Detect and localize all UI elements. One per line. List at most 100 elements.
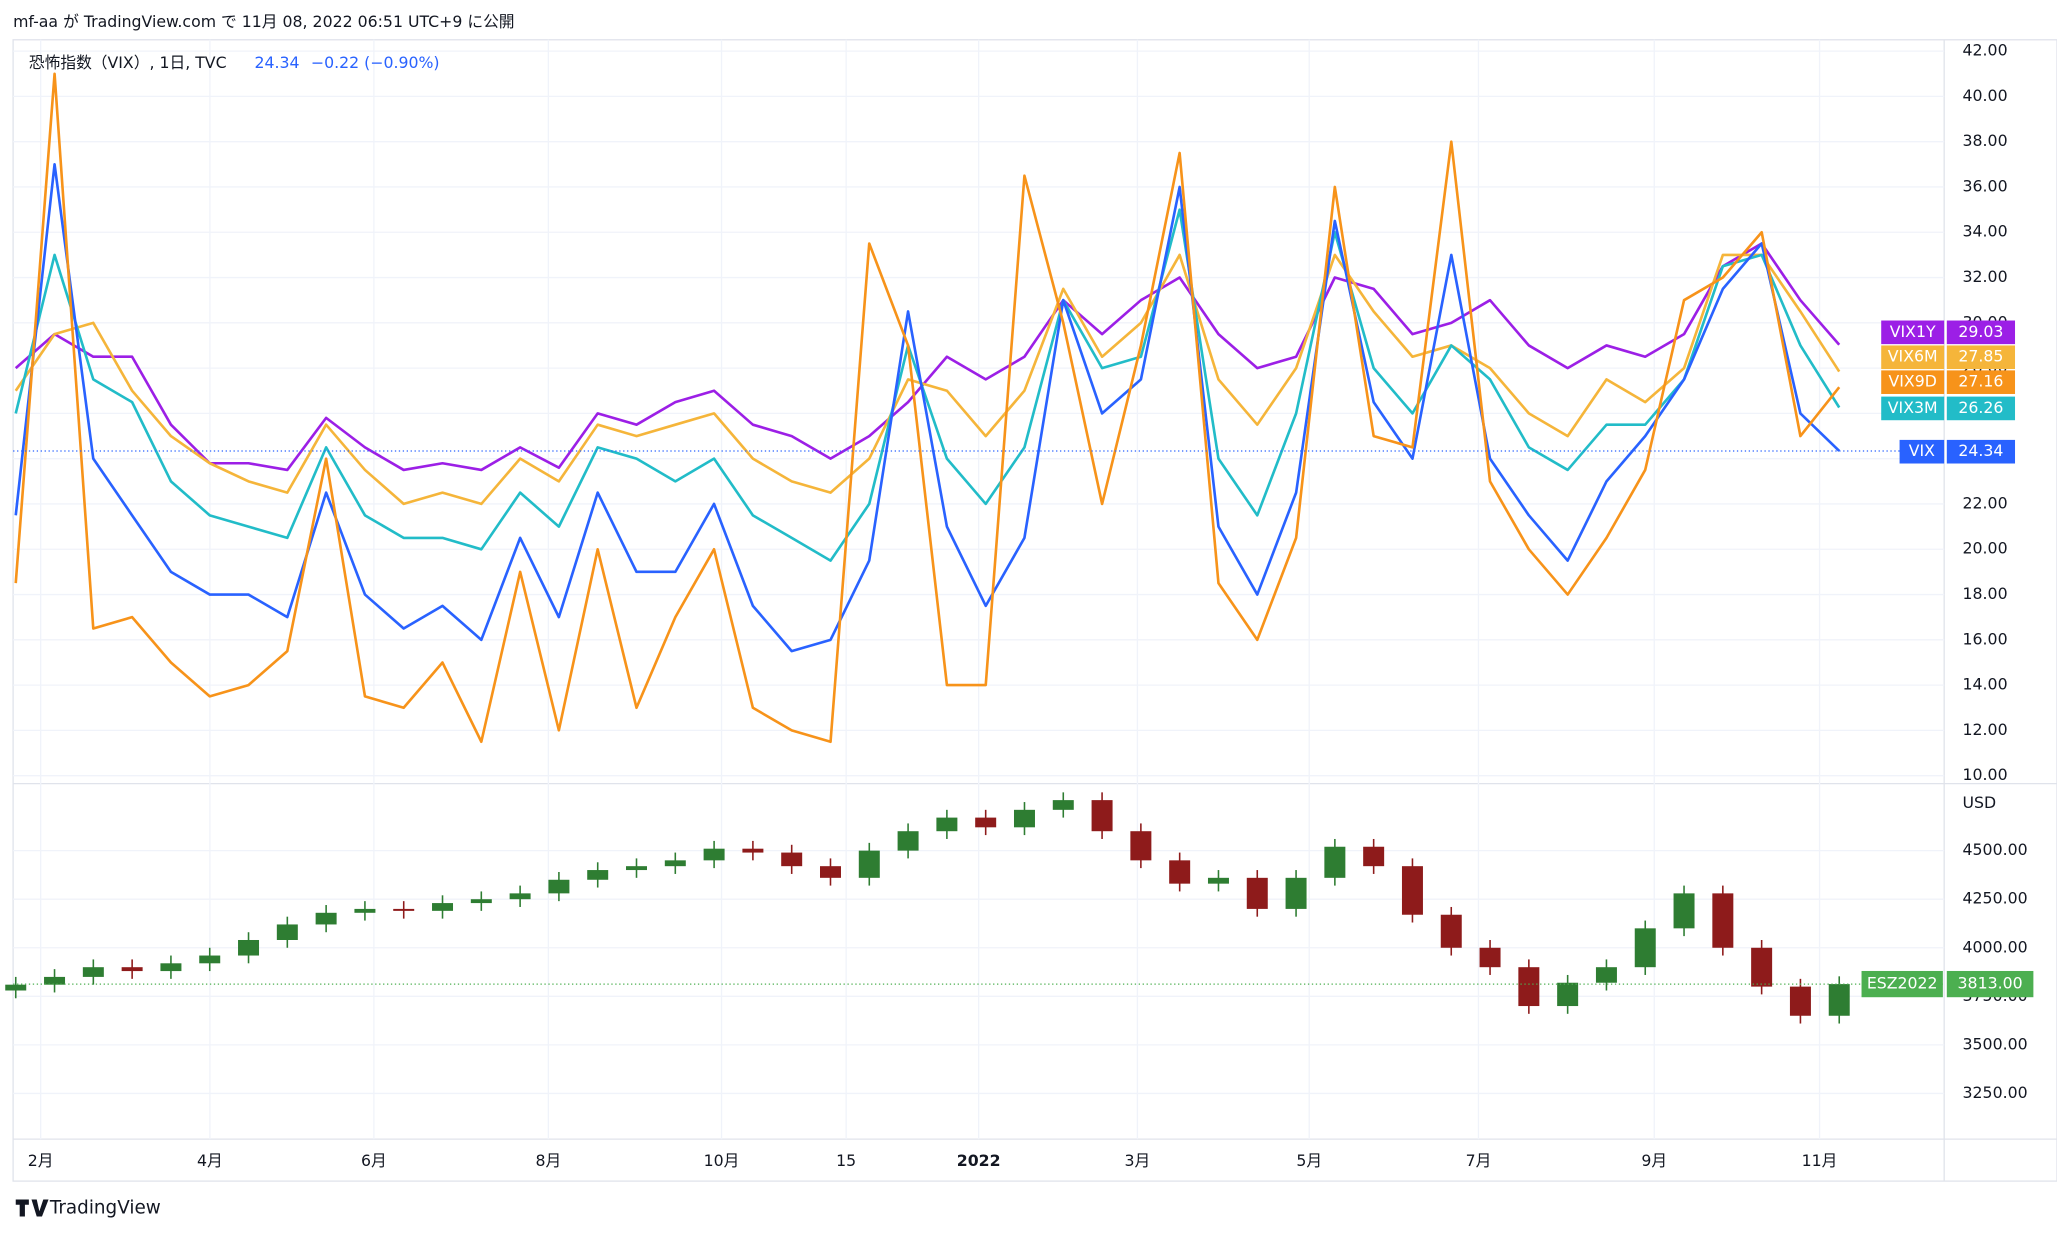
candle-body [1557, 982, 1579, 1007]
candle-body [1207, 877, 1229, 884]
candle-body [1479, 947, 1501, 968]
candle-body [1634, 928, 1656, 968]
x-tick-label: 8月 [535, 1151, 561, 1170]
candle-body [432, 903, 454, 911]
price-tag-name: ESZ2022 [1867, 974, 1938, 993]
y-tick-label: 4000.00 [1963, 937, 2028, 956]
candle-body [1246, 877, 1268, 909]
y-tick-label: 32.00 [1963, 267, 2008, 286]
price-tag-name: VIX3M [1888, 398, 1938, 417]
y-tick-label: 3500.00 [1963, 1034, 2028, 1053]
y-tick-label: 14.00 [1963, 675, 2008, 694]
candle-body [1440, 914, 1462, 948]
candle-body [393, 908, 415, 911]
candle-body [470, 899, 492, 904]
frame [12, 39, 2057, 1182]
price-tag-value: 27.16 [1958, 372, 2003, 391]
candle-body [1285, 877, 1307, 909]
x-tick-label: 15 [836, 1151, 856, 1170]
legend-symbol: 恐怖指数（VIX）, 1日, TVC [29, 53, 227, 72]
price-tag-value-bg [1946, 370, 2016, 394]
candle-body [1091, 800, 1113, 832]
candle-body [509, 893, 531, 900]
x-tick-label: 11月 [1802, 1151, 1838, 1170]
header: mf-aa が TradingView.com で 11月 08, 2022 0… [13, 12, 514, 31]
price-tag-name-bg [1881, 345, 1945, 370]
candle-body [587, 870, 609, 880]
x-tick-label: 10月 [704, 1151, 740, 1170]
candle-body [199, 955, 221, 964]
y-tick-label: 34.00 [1963, 222, 2008, 241]
price-tag-name-bg [1899, 439, 1945, 464]
x-tick-label: 4月 [197, 1151, 223, 1170]
price-tag-name: VIX [1909, 441, 1935, 460]
y-tick-label: 36.00 [1963, 176, 2008, 195]
x-tick-label: 7月 [1466, 1151, 1492, 1170]
price-tag-name-bg [1881, 370, 1945, 394]
candle-body [160, 963, 182, 972]
price-tag-value: 29.03 [1958, 322, 2003, 341]
candle-body [703, 848, 725, 861]
price-tag-value-bg [1946, 396, 2016, 421]
price-tag-name-bg [1881, 320, 1945, 345]
candle-body [1013, 809, 1035, 828]
candle-body [1324, 846, 1346, 878]
line-series [14, 208, 1841, 562]
price-tag-name: VIX1Y [1890, 322, 1936, 341]
candle-body [238, 939, 260, 956]
price-tag-value: 27.85 [1958, 347, 2003, 366]
candle-body [82, 967, 104, 977]
price-tag-name: VIX9D [1889, 372, 1937, 391]
candle-body [936, 817, 958, 832]
price-tag-value-bg [1946, 320, 2016, 345]
price-tag-name: VIX6M [1888, 347, 1938, 366]
candle-body [975, 817, 997, 828]
x-tick-label: 2月 [28, 1151, 54, 1170]
candle-body [781, 852, 803, 867]
x-tick-label: 2022 [957, 1151, 1001, 1170]
y-tick-label: 16.00 [1963, 629, 2008, 648]
candle-body [626, 866, 647, 871]
candle-body [276, 924, 298, 940]
candle-body [548, 879, 570, 894]
candle-body [858, 850, 880, 878]
footer: TradingView [49, 1198, 161, 1219]
price-tag-name-bg [1881, 396, 1945, 421]
candle-body [5, 984, 27, 991]
price-tag-value-bg [1946, 439, 2016, 464]
plot: 2月 4月 6月 8月 10月 15 2022 3月 5月 7月 9月 11月 10.00 12.00 14… [5, 39, 2034, 1170]
legend-value: 24.34 [255, 53, 300, 72]
x-tick-label: 5月 [1296, 1151, 1322, 1170]
candle-body [1712, 893, 1734, 948]
candle-body [121, 967, 143, 972]
y-unit-label: USD [1963, 793, 1997, 812]
candle-body [1169, 860, 1191, 884]
candle-body [664, 860, 686, 867]
footer-logo: TradingView [15, 1198, 161, 1219]
y-tick-label: 18.00 [1963, 584, 2008, 603]
candle-body [1401, 866, 1423, 915]
candle-body [1363, 846, 1385, 867]
candle-body [1595, 967, 1617, 983]
line-series [14, 162, 1841, 653]
line-series [14, 242, 1841, 472]
price-tag-value: 3813.00 [1958, 974, 2023, 993]
y-tick-label: 42.00 [1963, 41, 2008, 60]
candle-body [1751, 947, 1773, 987]
price-tag-value: 26.26 [1958, 398, 2003, 417]
y-tick-label: 3250.00 [1963, 1083, 2028, 1102]
candle-body [1518, 967, 1540, 1007]
candle-body [315, 912, 337, 925]
y-tick-label: 4500.00 [1963, 840, 2028, 859]
candle-body [354, 908, 376, 913]
candle-body [742, 848, 764, 853]
legend-change: −0.22 (−0.90%) [311, 53, 440, 72]
line-series [14, 253, 1841, 506]
line-series [14, 72, 1841, 744]
candle-body [1828, 984, 1850, 1016]
candle-body [1130, 831, 1152, 861]
candle-body [1052, 800, 1074, 810]
y-tick-label: 10.00 [1963, 765, 2008, 784]
